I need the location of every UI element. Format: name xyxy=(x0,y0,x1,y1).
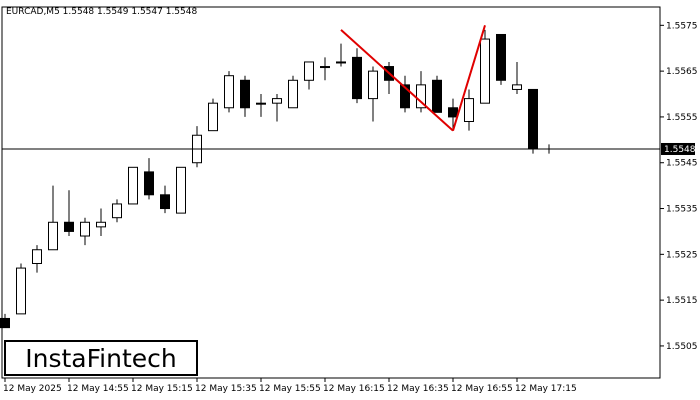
candle-12 xyxy=(192,126,202,168)
candle-28 xyxy=(448,98,458,131)
candle-1 xyxy=(16,263,26,315)
candle-body-19 xyxy=(304,61,314,81)
candle-29 xyxy=(464,89,474,131)
x-tick-label-5: 12 May 16:15 xyxy=(323,384,385,394)
x-tick-label-1: 12 May 14:55 xyxy=(67,384,129,394)
x-tick-label-7: 12 May 16:55 xyxy=(451,384,513,394)
x-axis-labels: 12 May 2025 12 May 14:55 12 May 15:15 12 Ma… xyxy=(3,384,577,394)
y-tick-label-1: 1.5515 xyxy=(666,296,698,306)
candle-body-18 xyxy=(288,79,298,109)
candle-21 xyxy=(336,43,346,67)
candle-body-13 xyxy=(208,102,218,132)
candle-body-17 xyxy=(272,98,282,104)
candle-23 xyxy=(368,66,378,122)
candle-body-8 xyxy=(128,166,138,205)
candle-0 xyxy=(0,313,10,329)
candle-body-14 xyxy=(224,75,234,109)
candle-14 xyxy=(224,71,234,113)
axis-ticks xyxy=(4,24,664,382)
y-axis-labels: 1.5505 1.5515 1.5525 1.5535 1.5545 1.5555 1.55… xyxy=(666,21,698,352)
plot-frame xyxy=(1,6,661,379)
x-tick-label-8: 12 May 17:15 xyxy=(515,384,577,394)
candle-body-28 xyxy=(448,107,458,118)
candle-body-3 xyxy=(48,221,58,251)
y-tick-label-4: 1.5545 xyxy=(666,159,698,169)
current-price-badge: 1.5548 xyxy=(661,142,696,155)
candle-body-9 xyxy=(144,171,154,196)
pattern-line-0 xyxy=(340,29,454,132)
candle-25 xyxy=(400,75,410,113)
candle-3 xyxy=(48,185,58,251)
candle-15 xyxy=(240,75,250,117)
candle-30 xyxy=(480,29,490,104)
y-tick-label-0: 1.5505 xyxy=(666,342,698,352)
pattern-lines xyxy=(340,25,486,132)
candle-body-25 xyxy=(400,84,410,109)
candle-6 xyxy=(96,208,106,237)
x-tick-label-4: 12 May 15:55 xyxy=(259,384,321,394)
candle-22 xyxy=(352,48,362,104)
candle-20 xyxy=(320,57,330,81)
x-tick-label-2: 12 May 15:15 xyxy=(131,384,193,394)
candle-body-31 xyxy=(496,33,506,81)
candle-body-5 xyxy=(80,221,90,237)
candle-body-33 xyxy=(528,88,538,150)
candle-32 xyxy=(512,61,522,95)
candle-body-2 xyxy=(32,249,42,264)
candle-18 xyxy=(288,75,298,109)
candle-body-6 xyxy=(96,221,106,228)
candle-body-26 xyxy=(416,84,426,109)
candle-body-32 xyxy=(512,84,522,90)
candle-11 xyxy=(176,166,186,214)
y-tick-label-6: 1.5565 xyxy=(666,67,698,77)
x-tick-label-6: 12 May 16:35 xyxy=(387,384,449,394)
candle-17 xyxy=(272,94,282,122)
current-price-badge-bg xyxy=(661,142,695,155)
candle-body-1 xyxy=(16,267,26,315)
candle-26 xyxy=(416,71,426,113)
candle-body-11 xyxy=(176,166,186,214)
x-tick-label-3: 12 May 15:35 xyxy=(195,384,257,394)
candle-27 xyxy=(432,75,442,113)
candle-9 xyxy=(144,158,154,200)
candle-2 xyxy=(32,245,42,273)
x-tick-label-0: 12 May 2025 xyxy=(3,384,62,394)
y-tick-label-5: 1.5555 xyxy=(666,113,698,123)
candle-7 xyxy=(112,199,122,223)
candle-19 xyxy=(304,61,314,90)
candle-body-30 xyxy=(480,38,490,104)
candle-10 xyxy=(160,185,170,214)
candle-body-21 xyxy=(336,61,346,64)
candle-5 xyxy=(80,217,90,246)
candle-body-20 xyxy=(320,66,330,69)
candle-body-10 xyxy=(160,194,170,210)
candle-body-27 xyxy=(432,79,442,113)
current-price-label: 1.5548 xyxy=(664,145,696,155)
candle-body-0 xyxy=(0,317,10,329)
y-tick-label-2: 1.5525 xyxy=(666,250,698,260)
pattern-line-1 xyxy=(452,25,486,131)
instafintech-logo: InstaFintech xyxy=(4,340,198,376)
candle-16 xyxy=(256,94,266,117)
candle-8 xyxy=(128,166,138,205)
candle-body-16 xyxy=(256,102,266,105)
candle-24 xyxy=(384,61,394,95)
candle-body-23 xyxy=(368,70,378,100)
candle-4 xyxy=(64,190,74,237)
y-tick-label-7: 1.5575 xyxy=(666,21,698,31)
candle-body-29 xyxy=(464,98,474,123)
candle-body-7 xyxy=(112,203,122,219)
chart-title: EURCAD,M5 1.5548 1.5549 1.5547 1.5548 xyxy=(6,7,197,17)
candle-13 xyxy=(208,98,218,132)
candle-body-4 xyxy=(64,221,74,232)
candle-body-15 xyxy=(240,79,250,109)
y-tick-label-3: 1.5535 xyxy=(666,205,698,215)
candle-31 xyxy=(496,33,506,85)
candle-33 xyxy=(528,88,538,154)
candle-body-22 xyxy=(352,56,362,100)
